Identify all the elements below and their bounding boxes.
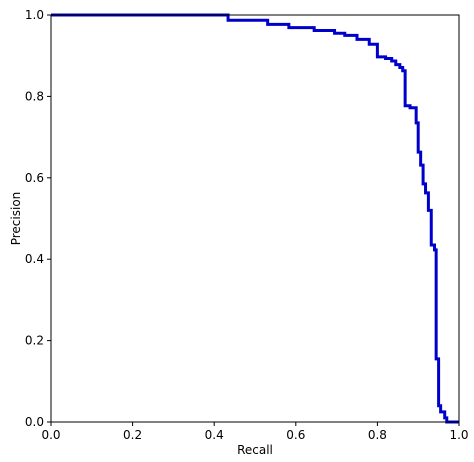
y-axis-ticks: 0.0 0.2 0.4 0.6 0.8 1.0 bbox=[25, 8, 51, 429]
x-axis-label: Recall bbox=[237, 443, 273, 457]
y-tick-label: 0.8 bbox=[25, 89, 44, 103]
series-layer bbox=[51, 13, 459, 424]
plot-background bbox=[51, 15, 459, 422]
y-tick-label: 0.2 bbox=[25, 334, 44, 348]
y-tick-label: 1.0 bbox=[25, 8, 44, 22]
x-tick-label: 0.2 bbox=[123, 428, 142, 442]
y-tick-label: 0.6 bbox=[25, 171, 44, 185]
y-axis-label: Precision bbox=[9, 192, 23, 246]
y-tick-label: 0.4 bbox=[25, 252, 44, 266]
x-tick-label: 1.0 bbox=[449, 428, 468, 442]
y-tick-label: 0.0 bbox=[25, 415, 44, 429]
precision-recall-curve bbox=[51, 13, 459, 424]
x-tick-label: 0.8 bbox=[368, 428, 387, 442]
x-tick-label: 0.0 bbox=[41, 428, 60, 442]
x-tick-label: 0.6 bbox=[286, 428, 305, 442]
x-axis-ticks: 0.0 0.2 0.4 0.6 0.8 1.0 bbox=[41, 422, 469, 442]
x-tick-label: 0.4 bbox=[205, 428, 224, 442]
plot-frame bbox=[50, 14, 460, 423]
